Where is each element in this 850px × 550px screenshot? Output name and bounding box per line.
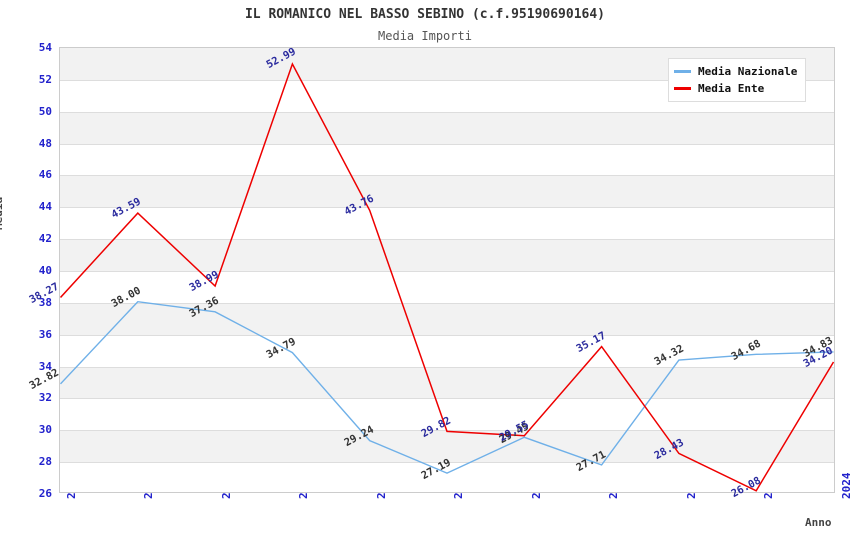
y-axis-tick: 54 bbox=[38, 41, 52, 54]
y-axis-tick: 52 bbox=[38, 72, 52, 86]
legend-swatch-icon bbox=[674, 87, 691, 90]
plot-band bbox=[60, 111, 834, 144]
gridline bbox=[60, 144, 834, 145]
gridline bbox=[60, 271, 834, 272]
y-axis-tick: 40 bbox=[38, 264, 52, 277]
x-axis-label: Anno bbox=[805, 516, 832, 529]
y-axis-tick: 32 bbox=[38, 391, 52, 405]
y-axis-tick: 28 bbox=[38, 455, 52, 469]
y-axis-tick: 42 bbox=[38, 232, 52, 246]
legend-item[interactable]: Media Ente bbox=[674, 80, 797, 97]
plot-band bbox=[60, 430, 834, 463]
gridline bbox=[60, 462, 834, 463]
chart-legend: Media Nazionale Media Ente bbox=[668, 58, 807, 102]
y-axis-label: Media bbox=[0, 196, 5, 230]
plot-band bbox=[60, 175, 834, 208]
series-line-media-ente bbox=[60, 62, 834, 492]
y-axis-tick: 48 bbox=[38, 136, 52, 150]
y-axis-tick: 26 bbox=[38, 487, 52, 500]
series-lines bbox=[60, 62, 834, 492]
chart-title: IL ROMANICO NEL BASSO SEBINO (c.f.951906… bbox=[244, 7, 606, 22]
plot-band bbox=[60, 366, 834, 399]
gridline bbox=[60, 367, 834, 368]
gridline bbox=[60, 335, 834, 336]
plot-band bbox=[60, 239, 834, 271]
y-axis-tick: 50 bbox=[38, 104, 52, 118]
legend-item[interactable]: Media Nazionale bbox=[674, 63, 797, 80]
gridline bbox=[60, 303, 834, 304]
legend-swatch-icon bbox=[674, 70, 691, 73]
legend-item-label: Media Nazionale bbox=[698, 65, 798, 78]
y-axis-tick: 38 bbox=[38, 295, 52, 309]
y-axis-tick: 46 bbox=[38, 168, 52, 182]
gridline bbox=[60, 175, 834, 176]
y-axis-tick: 36 bbox=[38, 327, 52, 341]
plot-area bbox=[59, 47, 835, 493]
chart-subtitle: Media Importi bbox=[378, 29, 472, 43]
y-axis-tick: 44 bbox=[38, 200, 52, 214]
gridline bbox=[60, 80, 834, 81]
y-axis-tick: 30 bbox=[38, 423, 52, 437]
gridline bbox=[60, 398, 834, 399]
y-axis-tick: 34 bbox=[38, 359, 52, 373]
gridline bbox=[60, 112, 834, 113]
series-line-media-nazionale bbox=[60, 300, 834, 474]
gridline bbox=[60, 239, 834, 240]
legend-item-label: Media Ente bbox=[698, 82, 765, 95]
x-axis-tick: 2024 bbox=[839, 472, 850, 500]
gridline bbox=[60, 207, 834, 208]
